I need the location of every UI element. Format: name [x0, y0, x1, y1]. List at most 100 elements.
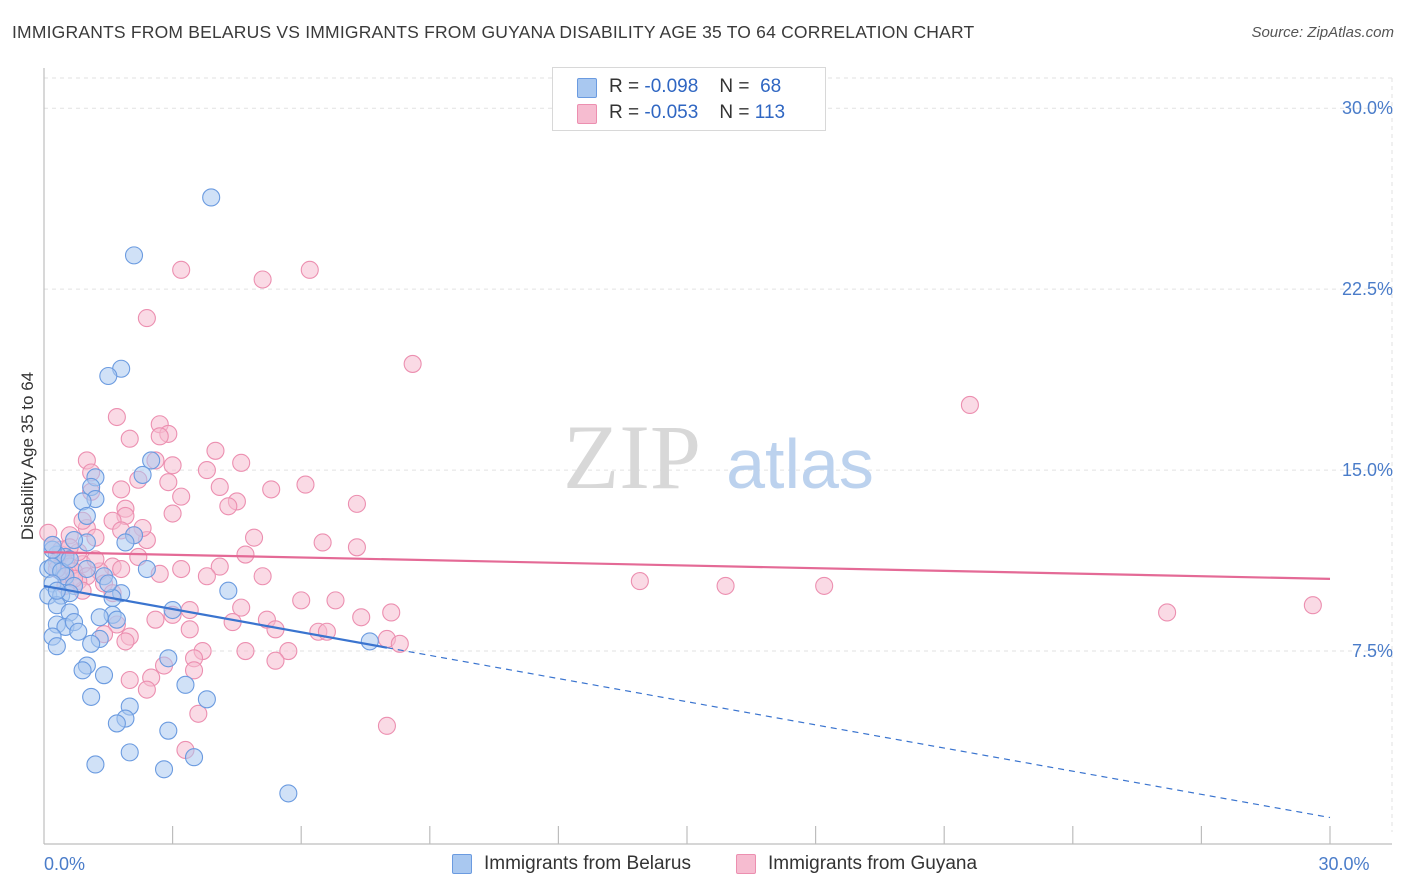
legend-label-belarus: Immigrants from Belarus [484, 853, 691, 874]
point-belarus [133, 465, 152, 484]
point-guyana [232, 453, 251, 472]
point-belarus [184, 748, 204, 767]
stats-n-value: 68 [760, 76, 782, 97]
trend-line-guyana [43, 551, 1331, 581]
point-guyana [120, 429, 139, 448]
point-belarus [219, 581, 238, 600]
point-guyana [347, 494, 366, 513]
point-belarus [77, 559, 96, 579]
point-belarus [43, 535, 62, 554]
point-guyana [180, 620, 199, 639]
point-guyana [292, 591, 311, 610]
point-guyana [172, 260, 191, 279]
stats-r-value: -0.098 [644, 76, 699, 97]
tick-labels: 7.5% 15.0% 22.5% 30.0% 0.0% 30.0% [44, 98, 1393, 874]
point-guyana [1158, 603, 1177, 622]
watermark-atlas: atlas [726, 425, 874, 503]
point-belarus [90, 608, 109, 627]
trend-lines [43, 551, 1331, 819]
point-guyana [352, 608, 371, 627]
legend: Immigrants from Belarus Immigrants from … [0, 852, 1406, 878]
point-guyana [960, 395, 979, 415]
point-belarus [120, 743, 139, 762]
point-guyana [244, 528, 264, 547]
point-guyana [815, 576, 834, 595]
y-tick-label: 22.5% [1342, 279, 1393, 299]
point-belarus [73, 661, 92, 680]
belarus-legend-swatch [452, 854, 472, 874]
watermark-zip: ZIP [563, 406, 701, 508]
trend-line-belarus-extension [386, 647, 1331, 819]
point-belarus [159, 649, 178, 668]
point-guyana [262, 480, 281, 499]
point-belarus [176, 675, 195, 694]
point-guyana [236, 545, 255, 564]
point-belarus [197, 690, 216, 709]
point-guyana [116, 632, 135, 651]
point-guyana [236, 641, 255, 661]
legend-label-guyana: Immigrants from Guyana [768, 853, 978, 874]
point-guyana [107, 407, 126, 427]
trend-line-belarus [43, 584, 388, 649]
point-belarus [77, 506, 96, 525]
point-belarus [107, 714, 126, 733]
point-guyana [296, 475, 315, 494]
point-guyana [630, 572, 649, 591]
point-belarus [154, 760, 174, 779]
point-guyana [279, 641, 298, 661]
guyana-swatch [577, 104, 597, 124]
stats-n-value: 113 [754, 102, 786, 123]
point-guyana [390, 634, 409, 653]
point-guyana [159, 473, 178, 492]
point-belarus [137, 559, 156, 579]
point-guyana [163, 504, 182, 523]
point-belarus [107, 610, 126, 629]
point-guyana [313, 533, 332, 552]
point-guyana [377, 716, 396, 735]
x-tick-label: 30.0% [1318, 854, 1369, 874]
point-guyana [382, 603, 401, 622]
point-guyana [150, 427, 169, 446]
point-guyana [197, 461, 216, 480]
point-belarus [94, 666, 114, 685]
axes [43, 68, 1392, 845]
point-guyana [326, 591, 345, 610]
point-belarus [82, 687, 101, 706]
point-guyana [137, 309, 156, 328]
point-guyana [197, 567, 216, 586]
point-guyana [1303, 596, 1322, 615]
data-points [39, 188, 1322, 803]
point-belarus [116, 533, 135, 552]
y-axis-title: Disability Age 35 to 64 [18, 372, 37, 540]
stats-n-label: N = [719, 76, 750, 97]
point-guyana [137, 680, 156, 699]
point-guyana [210, 477, 229, 497]
y-tick-label: 15.0% [1342, 460, 1393, 480]
point-guyana [300, 260, 319, 279]
guyana-legend-swatch [736, 854, 756, 874]
point-guyana [120, 670, 139, 690]
stats-r-label: R = [609, 76, 640, 97]
point-belarus [159, 721, 178, 740]
y-tick-label: 7.5% [1352, 641, 1393, 661]
point-guyana [163, 456, 182, 475]
point-guyana [112, 559, 131, 579]
point-belarus [124, 246, 144, 265]
point-guyana [716, 576, 735, 595]
belarus-swatch [577, 78, 597, 98]
stats-n-label: N = [719, 102, 750, 123]
point-belarus [47, 637, 66, 656]
point-guyana [232, 598, 251, 617]
y-tick-label: 30.0% [1342, 98, 1393, 118]
point-guyana [223, 613, 242, 632]
chart-title: IMMIGRANTS FROM BELARUS VS IMMIGRANTS FR… [12, 22, 975, 42]
point-guyana [403, 354, 422, 373]
point-belarus [99, 574, 118, 593]
point-guyana [189, 704, 208, 723]
point-belarus [64, 531, 84, 550]
point-belarus [279, 784, 298, 803]
point-belarus [86, 755, 105, 774]
point-belarus [202, 188, 221, 207]
point-belarus [69, 622, 88, 641]
point-guyana [146, 610, 165, 629]
